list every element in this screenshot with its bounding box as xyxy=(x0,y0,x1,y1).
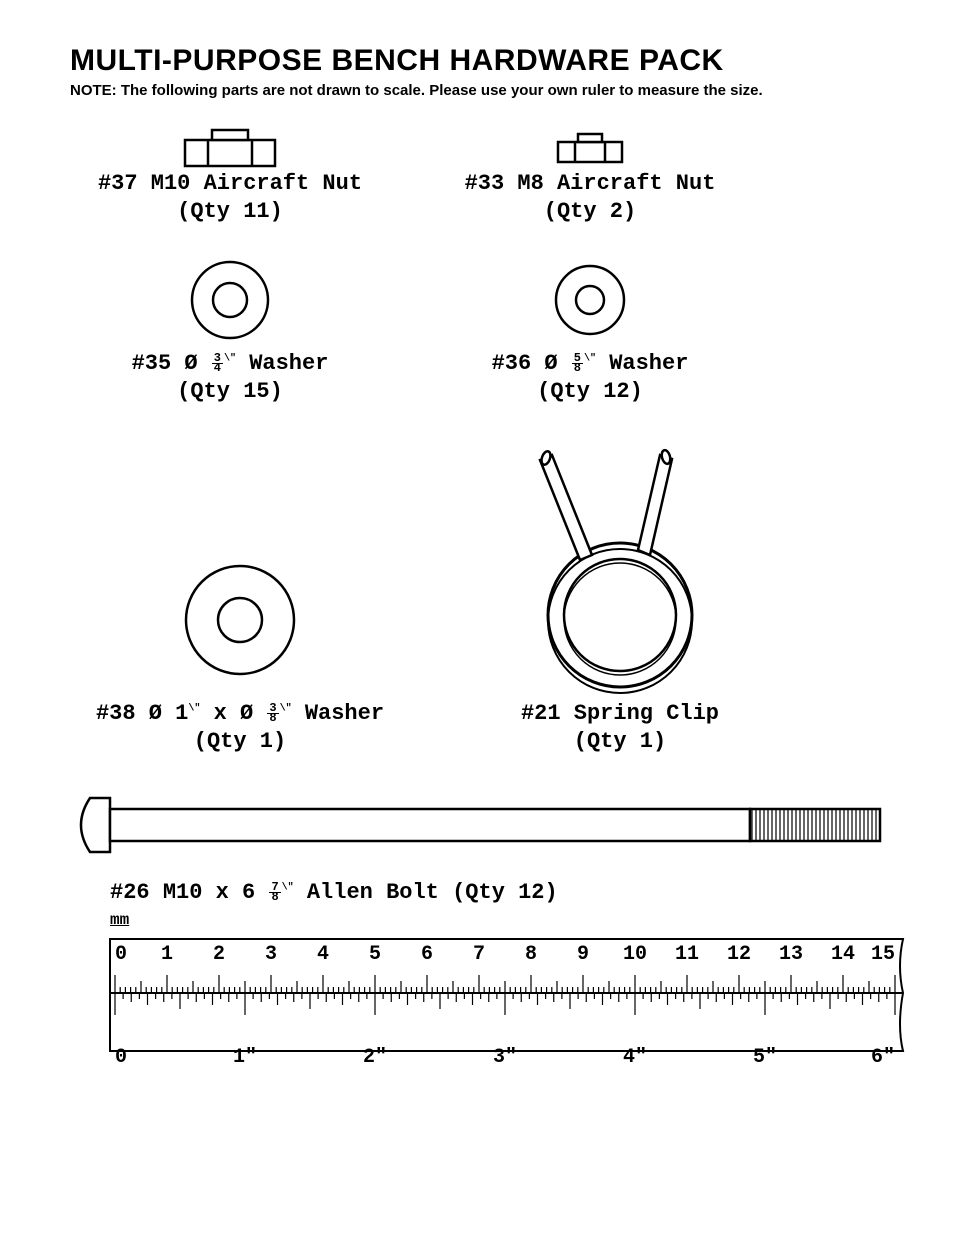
part-label: #35 Ø 34\" Washer (Qty 15) xyxy=(132,350,329,405)
svg-text:3: 3 xyxy=(265,943,277,966)
svg-text:11: 11 xyxy=(675,943,699,966)
svg-text:2″: 2″ xyxy=(363,1046,387,1069)
svg-text:9: 9 xyxy=(577,943,589,966)
svg-text:0: 0 xyxy=(115,943,127,966)
page-title: MULTI-PURPOSE BENCH HARDWARE PACK xyxy=(70,44,894,78)
svg-text:2: 2 xyxy=(213,943,225,966)
svg-text:3″: 3″ xyxy=(493,1046,517,1069)
spring-clip-icon xyxy=(510,440,730,700)
washer-large-icon xyxy=(170,440,310,700)
svg-text:4″: 4″ xyxy=(623,1046,647,1069)
nut-small-icon xyxy=(550,124,630,170)
washer-icon xyxy=(540,250,640,350)
svg-text:1″: 1″ xyxy=(233,1046,257,1069)
svg-text:13: 13 xyxy=(779,943,803,966)
svg-text:8: 8 xyxy=(525,943,537,966)
note-label: NOTE: xyxy=(70,82,117,99)
svg-text:6″: 6″ xyxy=(871,1046,895,1069)
ruler-icon: 012345678910111213141501″2″3″4″5″6″ xyxy=(105,929,925,1069)
part-label: #36 Ø 58\" Washer (Qty 12) xyxy=(492,350,689,405)
part-label: #21 Spring Clip (Qty 1) xyxy=(521,700,719,755)
part-label: #26 M10 x 6 78\" Allen Bolt (Qty 12) xyxy=(110,880,894,905)
svg-text:14: 14 xyxy=(831,943,855,966)
nut-large-icon xyxy=(180,124,280,170)
svg-text:10: 10 xyxy=(623,943,647,966)
svg-text:6: 6 xyxy=(421,943,433,966)
svg-text:5″: 5″ xyxy=(753,1046,777,1069)
svg-text:0: 0 xyxy=(115,1046,127,1069)
note: NOTE: The following parts are not drawn … xyxy=(70,82,894,99)
svg-text:12: 12 xyxy=(727,943,751,966)
svg-text:1: 1 xyxy=(161,943,173,966)
washer-icon xyxy=(180,250,280,350)
allen-bolt-icon xyxy=(70,795,890,855)
svg-text:15: 15 xyxy=(871,943,895,966)
part-label: #33 M8 Aircraft Nut (Qty 2) xyxy=(465,170,716,225)
svg-text:7: 7 xyxy=(473,943,485,966)
part-label: #38 Ø 1\" x Ø 38\" Washer (Qty 1) xyxy=(96,700,384,755)
svg-text:4: 4 xyxy=(317,943,329,966)
part-label: #37 M10 Aircraft Nut (Qty 11) xyxy=(98,170,362,225)
mm-label: mm xyxy=(110,911,894,929)
svg-text:5: 5 xyxy=(369,943,381,966)
note-text: The following parts are not drawn to sca… xyxy=(121,82,763,99)
